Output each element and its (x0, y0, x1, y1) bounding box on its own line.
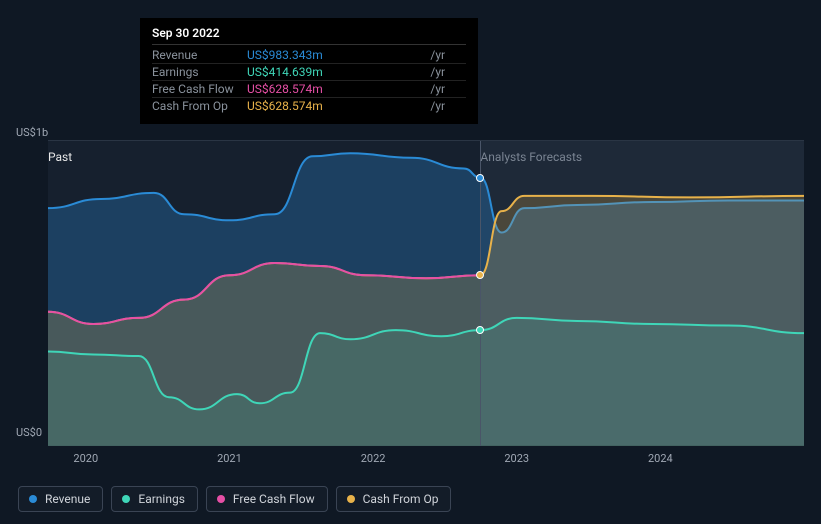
legend-item-cashop[interactable]: Cash From Op (336, 486, 452, 512)
chart-marker (476, 174, 484, 182)
legend-dot-icon (347, 495, 355, 503)
legend-label: Revenue (45, 492, 90, 506)
financials-chart: US$1b US$0 Past Analysts Forecasts 2020 20… (0, 0, 821, 524)
tooltip-metric-value: US$628.574m (247, 81, 430, 98)
x-axis-label: 2020 (73, 452, 98, 465)
legend-dot-icon (122, 495, 130, 503)
legend-label: Free Cash Flow (233, 492, 315, 506)
y-axis-label: US$1b (16, 126, 48, 139)
chart-marker (476, 326, 484, 334)
tooltip-metric-name: Free Cash Flow (152, 81, 247, 98)
crosshair (480, 141, 481, 446)
plot-area[interactable] (48, 140, 804, 445)
chart-tooltip: Sep 30 2022 RevenueUS$983.343m/yrEarning… (140, 18, 478, 124)
legend-label: Cash From Op (363, 492, 439, 506)
tooltip-metric-name: Earnings (152, 64, 247, 81)
x-axis-label: 2022 (361, 452, 386, 465)
legend-dot-icon (217, 495, 225, 503)
x-axis-label: 2023 (504, 452, 529, 465)
tooltip-metric-value: US$983.343m (247, 47, 430, 64)
legend-item-revenue[interactable]: Revenue (18, 486, 103, 512)
tooltip-row: Cash From OpUS$628.574m/yr (152, 98, 466, 115)
tooltip-metric-value: US$414.639m (247, 64, 430, 81)
tooltip-metric-unit: /yr (430, 81, 466, 98)
forecast-label: Analysts Forecasts (480, 150, 804, 164)
tooltip-metric-unit: /yr (430, 98, 466, 115)
legend-item-fcf[interactable]: Free Cash Flow (206, 486, 328, 512)
x-axis-label: 2024 (648, 452, 673, 465)
tooltip-metric-name: Cash From Op (152, 98, 247, 115)
tooltip-metric-name: Revenue (152, 47, 247, 64)
tooltip-metric-value: US$628.574m (247, 98, 430, 115)
tooltip-row: Free Cash FlowUS$628.574m/yr (152, 81, 466, 98)
legend-label: Earnings (138, 492, 185, 506)
chart-svg (48, 141, 804, 446)
chart-legend: Revenue Earnings Free Cash Flow Cash From O… (18, 486, 451, 512)
tooltip-row: EarningsUS$414.639m/yr (152, 64, 466, 81)
x-axis-label: 2021 (217, 452, 242, 465)
tooltip-metric-unit: /yr (430, 64, 466, 81)
y-axis-label: US$0 (16, 426, 42, 439)
past-label: Past (48, 150, 480, 164)
legend-dot-icon (29, 495, 37, 503)
tooltip-date: Sep 30 2022 (152, 26, 466, 45)
legend-item-earnings[interactable]: Earnings (111, 486, 198, 512)
tooltip-row: RevenueUS$983.343m/yr (152, 47, 466, 64)
chart-marker (476, 271, 484, 279)
tooltip-metric-unit: /yr (430, 47, 466, 64)
